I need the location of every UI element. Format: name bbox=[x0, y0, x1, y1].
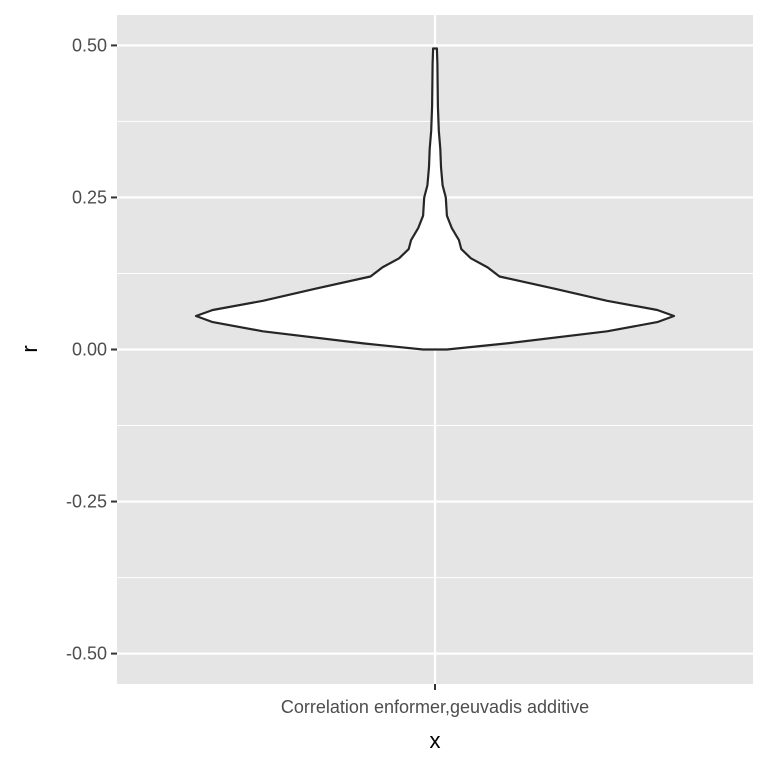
violin-shape bbox=[194, 47, 676, 351]
y-tick-label-1: -0.25 bbox=[66, 492, 107, 512]
y-tick-label-0: -0.50 bbox=[66, 644, 107, 664]
y-axis-title: r bbox=[17, 345, 42, 352]
x-tick-label-0: Correlation enformer,geuvadis additive bbox=[281, 697, 589, 717]
x-axis: Correlation enformer,geuvadis additive bbox=[281, 684, 589, 717]
violin-series bbox=[194, 47, 676, 351]
y-axis: -0.50 -0.25 0.00 0.25 0.50 bbox=[66, 35, 117, 664]
y-tick-label-4: 0.50 bbox=[72, 35, 107, 55]
x-axis-title: x bbox=[430, 728, 441, 753]
y-tick-label-2: 0.00 bbox=[72, 340, 107, 360]
y-tick-label-3: 0.25 bbox=[72, 187, 107, 207]
